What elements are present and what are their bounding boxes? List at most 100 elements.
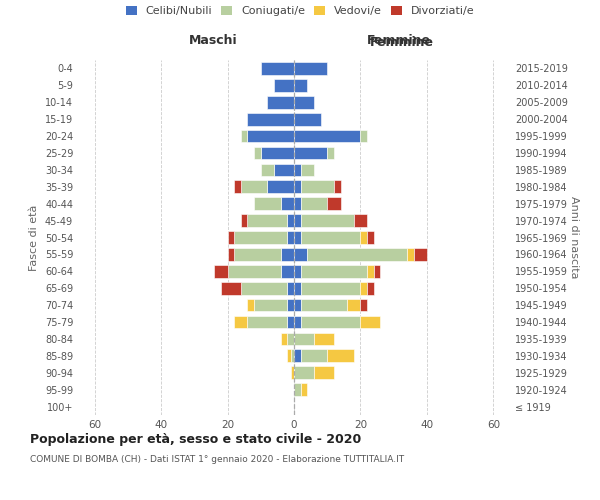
Bar: [361, 282, 367, 294]
Text: Femmine: Femmine: [367, 34, 431, 48]
Bar: [287, 299, 294, 312]
Bar: [234, 231, 287, 244]
Bar: [268, 96, 294, 108]
Bar: [254, 299, 287, 312]
Bar: [301, 214, 354, 227]
Bar: [287, 231, 294, 244]
Bar: [241, 130, 247, 142]
Bar: [301, 316, 361, 328]
Bar: [301, 265, 367, 278]
Bar: [294, 332, 314, 345]
Y-axis label: Anni di nascita: Anni di nascita: [569, 196, 579, 279]
Bar: [314, 366, 334, 379]
Bar: [334, 180, 341, 193]
Text: Maschi: Maschi: [188, 34, 238, 48]
Bar: [407, 248, 413, 260]
Bar: [294, 198, 301, 210]
Bar: [361, 299, 367, 312]
Bar: [247, 316, 287, 328]
Bar: [287, 282, 294, 294]
Bar: [290, 350, 294, 362]
Bar: [301, 384, 307, 396]
Bar: [281, 198, 294, 210]
Bar: [281, 248, 294, 260]
Bar: [307, 248, 407, 260]
Bar: [247, 113, 294, 126]
Bar: [294, 146, 327, 160]
Bar: [361, 130, 367, 142]
Bar: [247, 130, 294, 142]
Bar: [287, 332, 294, 345]
Bar: [241, 282, 287, 294]
Y-axis label: Fasce di età: Fasce di età: [29, 204, 39, 270]
Bar: [301, 231, 361, 244]
Bar: [361, 231, 367, 244]
Bar: [234, 180, 241, 193]
Bar: [294, 248, 307, 260]
Bar: [294, 113, 320, 126]
Bar: [301, 180, 334, 193]
Bar: [268, 180, 294, 193]
Bar: [294, 79, 307, 92]
Bar: [314, 332, 334, 345]
Bar: [254, 198, 281, 210]
Bar: [214, 265, 227, 278]
Bar: [294, 164, 301, 176]
Bar: [327, 146, 334, 160]
Bar: [281, 332, 287, 345]
Bar: [221, 282, 241, 294]
Bar: [234, 316, 247, 328]
Bar: [241, 214, 247, 227]
Bar: [287, 214, 294, 227]
Bar: [287, 350, 290, 362]
Bar: [294, 62, 327, 75]
Legend: Celibi/Nubili, Coniugati/e, Vedovi/e, Divorziati/e: Celibi/Nubili, Coniugati/e, Vedovi/e, Di…: [125, 6, 475, 16]
Bar: [294, 366, 314, 379]
Bar: [247, 214, 287, 227]
Bar: [247, 299, 254, 312]
Bar: [354, 214, 367, 227]
Bar: [327, 350, 354, 362]
Bar: [294, 350, 301, 362]
Bar: [261, 146, 294, 160]
Bar: [294, 231, 301, 244]
Bar: [367, 282, 374, 294]
Bar: [294, 282, 301, 294]
Bar: [347, 299, 361, 312]
Bar: [301, 282, 361, 294]
Bar: [294, 180, 301, 193]
Bar: [227, 265, 281, 278]
Bar: [367, 265, 374, 278]
Bar: [241, 180, 268, 193]
Bar: [361, 316, 380, 328]
Bar: [294, 316, 301, 328]
Bar: [274, 79, 294, 92]
Bar: [374, 265, 380, 278]
Bar: [281, 265, 294, 278]
Bar: [301, 198, 327, 210]
Bar: [234, 248, 281, 260]
Bar: [294, 96, 314, 108]
Text: COMUNE DI BOMBA (CH) - Dati ISTAT 1° gennaio 2020 - Elaborazione TUTTITALIA.IT: COMUNE DI BOMBA (CH) - Dati ISTAT 1° gen…: [30, 455, 404, 464]
Bar: [294, 130, 361, 142]
Bar: [227, 231, 234, 244]
Bar: [301, 350, 327, 362]
Bar: [294, 214, 301, 227]
Bar: [301, 164, 314, 176]
Bar: [274, 164, 294, 176]
Bar: [290, 366, 294, 379]
Bar: [254, 146, 261, 160]
Text: Popolazione per età, sesso e stato civile - 2020: Popolazione per età, sesso e stato civil…: [30, 432, 361, 446]
Bar: [227, 248, 234, 260]
Bar: [294, 265, 301, 278]
Bar: [287, 316, 294, 328]
Bar: [294, 299, 301, 312]
Bar: [301, 299, 347, 312]
Bar: [327, 198, 341, 210]
Bar: [413, 248, 427, 260]
Bar: [261, 164, 274, 176]
Bar: [294, 384, 301, 396]
Bar: [261, 62, 294, 75]
Text: Femmine: Femmine: [370, 36, 434, 50]
Bar: [367, 231, 374, 244]
